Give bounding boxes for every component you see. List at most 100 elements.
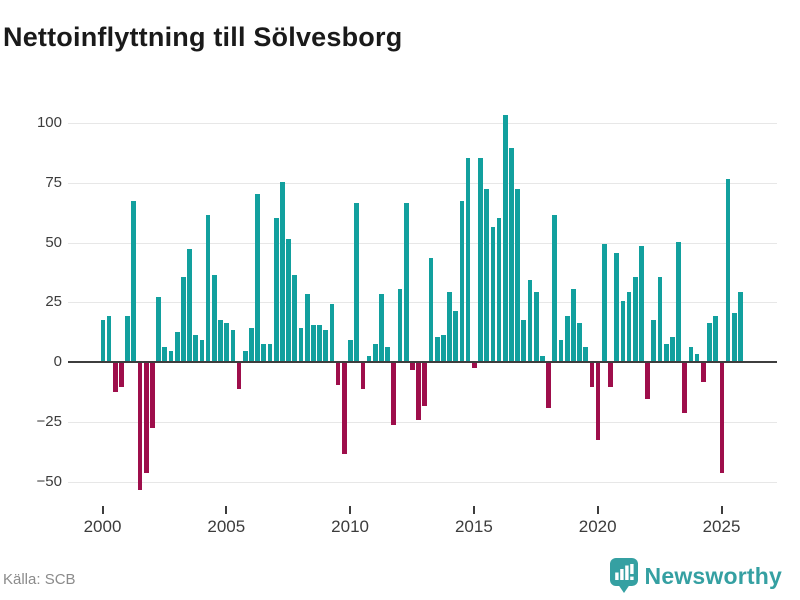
bar-2023Q4 [688, 346, 694, 361]
bar-2020Q2 [601, 243, 607, 361]
bar-2007Q1 [273, 217, 279, 361]
bar-2017Q4 [540, 356, 545, 361]
bar-2024Q2 [700, 363, 706, 383]
bar-2011Q2 [379, 294, 384, 361]
bar-2019Q3 [583, 346, 589, 361]
bar-2020Q3 [608, 363, 613, 387]
bar-2008Q2 [304, 294, 310, 361]
bar-2002Q2 [156, 296, 161, 361]
bar-2024Q1 [694, 353, 700, 361]
bar-2019Q1 [570, 289, 576, 361]
bar-2005Q3 [236, 363, 242, 390]
x-tick-mark [596, 506, 599, 514]
bar-2022Q1 [645, 363, 650, 399]
gridline [68, 302, 777, 303]
bar-2004Q1 [199, 339, 205, 361]
bar-2014Q3 [459, 200, 465, 361]
x-tick-mark [349, 506, 352, 514]
bar-2004Q3 [211, 275, 217, 361]
bar-2006Q2 [255, 193, 261, 361]
x-tick-label: 2010 [331, 517, 369, 536]
y-tick-label: 100 [36, 114, 62, 131]
bar-2013Q3 [434, 337, 440, 361]
gridline [68, 243, 777, 244]
bar-2021Q4 [639, 246, 644, 361]
x-tick-mark [101, 506, 104, 514]
bar-2023Q1 [670, 337, 675, 361]
source-caption: Källa: SCB [3, 571, 76, 588]
brand-wordmark: Newsworthy [644, 562, 782, 589]
bar-2019Q4 [589, 363, 595, 387]
bar-2017Q1 [521, 320, 527, 361]
bar-2007Q2 [280, 181, 285, 362]
bar-2016Q4 [515, 188, 520, 361]
bar-2017Q3 [533, 291, 539, 361]
x-tick-mark [472, 506, 475, 514]
zero-axis-line [68, 361, 777, 363]
bar-2024Q3 [707, 322, 712, 361]
bar-2012Q2 [403, 203, 409, 361]
bar-2022Q2 [651, 320, 657, 361]
bar-2010Q3 [360, 363, 366, 390]
x-tick-mark [720, 506, 723, 514]
y-tick-label: −25 [36, 413, 62, 430]
bar-2003Q3 [187, 248, 192, 361]
bar-2013Q4 [441, 334, 446, 361]
bar-2016Q1 [496, 217, 502, 361]
bar-2001Q3 [137, 363, 143, 490]
bar-2009Q2 [329, 303, 335, 361]
y-tick-label: −50 [36, 473, 62, 490]
bar-2011Q1 [372, 344, 378, 361]
x-tick-label: 2015 [454, 517, 493, 536]
bar-2025Q1 [719, 363, 725, 473]
bar-2013Q1 [422, 363, 428, 406]
bar-2012Q4 [416, 363, 421, 421]
bar-2010Q4 [366, 356, 372, 361]
bar-2021Q1 [620, 301, 626, 362]
bar-2000Q2 [106, 315, 112, 361]
newsworthy-pin-icon [609, 558, 638, 593]
y-tick-label: 25 [45, 293, 62, 310]
bar-2001Q1 [125, 315, 131, 361]
bar-2008Q1 [298, 327, 304, 361]
bar-2008Q3 [311, 325, 316, 361]
bar-2002Q1 [150, 363, 155, 428]
bar-2000Q4 [119, 363, 124, 387]
y-tick-label: 50 [45, 234, 62, 251]
bar-2014Q2 [453, 310, 459, 361]
bar-2014Q1 [447, 291, 452, 361]
bar-2021Q3 [632, 277, 638, 362]
bar-2009Q4 [341, 363, 347, 454]
x-tick-mark [225, 506, 228, 514]
bar-2016Q2 [502, 114, 508, 361]
bar-2010Q2 [354, 203, 360, 361]
bar-2006Q1 [249, 327, 254, 361]
bar-2005Q1 [224, 322, 230, 361]
y-tick-label: 75 [45, 174, 62, 191]
bar-2019Q2 [577, 322, 582, 361]
bar-2015Q1 [471, 363, 477, 368]
bar-2015Q3 [484, 188, 490, 361]
bar-2018Q2 [552, 215, 558, 361]
gridline [68, 123, 777, 124]
bar-2020Q4 [614, 253, 620, 361]
bar-2007Q4 [292, 275, 298, 361]
bar-2011Q4 [391, 363, 397, 426]
bar-2015Q2 [478, 157, 483, 361]
bar-2015Q4 [490, 227, 496, 361]
bar-2018Q3 [558, 339, 564, 361]
gridline [68, 422, 777, 423]
bar-2012Q3 [410, 363, 415, 371]
bar-2000Q3 [112, 363, 118, 392]
bar-2023Q2 [676, 241, 681, 361]
bar-2025Q3 [731, 313, 737, 361]
bar-2006Q4 [267, 344, 273, 361]
x-tick-label: 2000 [83, 517, 122, 536]
bar-2004Q2 [205, 215, 211, 361]
bar-2003Q4 [193, 334, 199, 361]
bar-2003Q1 [174, 332, 180, 361]
bar-2012Q1 [397, 289, 403, 361]
bar-2002Q3 [162, 346, 168, 361]
